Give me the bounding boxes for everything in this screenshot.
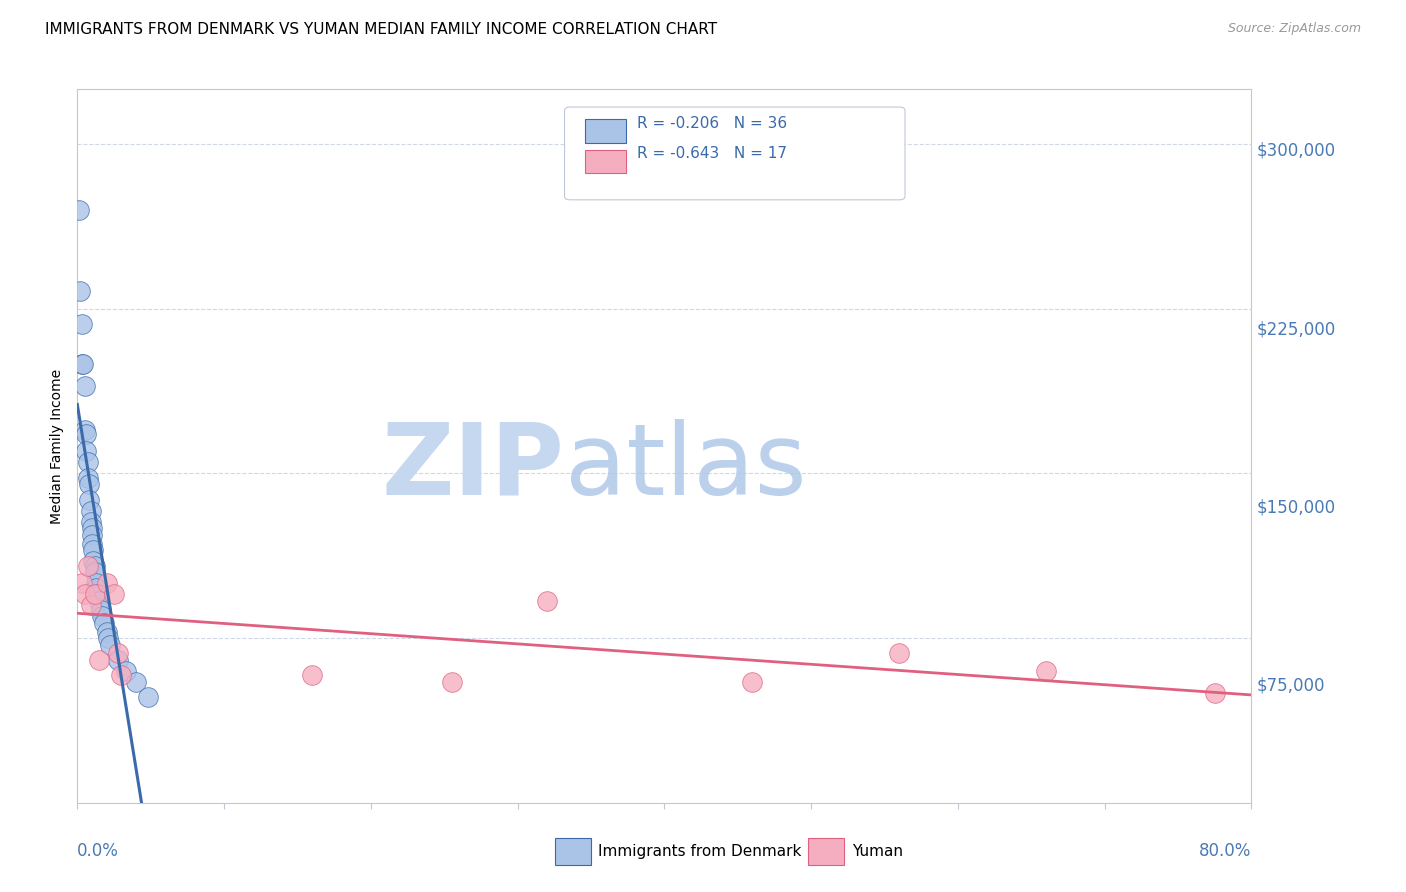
Point <box>97 631 120 645</box>
Text: atlas: atlas <box>565 419 806 516</box>
Point <box>440 675 463 690</box>
Point <box>114 664 136 678</box>
Point <box>70 357 93 371</box>
Point <box>70 576 93 591</box>
Point <box>79 504 101 518</box>
Point <box>301 668 323 682</box>
Y-axis label: Median Family Income: Median Family Income <box>51 368 65 524</box>
Point <box>1204 686 1226 700</box>
Point <box>82 543 104 558</box>
Point <box>86 576 108 591</box>
Point <box>80 537 103 551</box>
Point <box>86 581 108 595</box>
Point <box>82 554 104 568</box>
Point <box>136 690 159 705</box>
Point <box>84 558 107 573</box>
Point <box>89 653 111 667</box>
Point <box>1035 664 1057 678</box>
Point <box>90 602 112 616</box>
Point <box>76 455 98 469</box>
Point <box>107 653 129 667</box>
Point <box>125 675 148 690</box>
Text: Source: ZipAtlas.com: Source: ZipAtlas.com <box>1227 22 1361 36</box>
Point <box>889 647 911 661</box>
Point <box>80 521 103 535</box>
Text: R = -0.643   N = 17: R = -0.643 N = 17 <box>637 146 787 161</box>
Text: 0.0%: 0.0% <box>77 842 120 860</box>
Point <box>103 587 125 601</box>
Point <box>69 284 91 298</box>
Point <box>741 675 763 690</box>
Point <box>72 357 94 371</box>
Point <box>98 638 121 652</box>
Point <box>91 609 114 624</box>
Text: R = -0.206   N = 36: R = -0.206 N = 36 <box>637 116 787 131</box>
Point <box>79 598 101 612</box>
FancyBboxPatch shape <box>585 120 626 143</box>
Point <box>107 647 129 661</box>
Text: ZIP: ZIP <box>381 419 565 516</box>
Point <box>84 566 107 580</box>
Point <box>89 594 111 608</box>
Point <box>75 444 97 458</box>
Point <box>73 423 96 437</box>
Point <box>536 594 558 608</box>
Point <box>76 558 98 573</box>
Point <box>110 668 132 682</box>
Text: 80.0%: 80.0% <box>1199 842 1251 860</box>
Point <box>96 576 118 591</box>
Point <box>80 528 103 542</box>
Point <box>77 477 100 491</box>
Point <box>77 492 100 507</box>
Point <box>79 515 101 529</box>
Point <box>67 202 90 217</box>
Text: IMMIGRANTS FROM DENMARK VS YUMAN MEDIAN FAMILY INCOME CORRELATION CHART: IMMIGRANTS FROM DENMARK VS YUMAN MEDIAN … <box>45 22 717 37</box>
Point <box>93 615 115 630</box>
Point <box>96 624 118 639</box>
Point <box>70 317 93 331</box>
FancyBboxPatch shape <box>565 107 905 200</box>
Point <box>73 378 96 392</box>
Text: Immigrants from Denmark: Immigrants from Denmark <box>598 845 801 859</box>
Point <box>87 587 110 601</box>
Point <box>75 426 97 441</box>
Text: Yuman: Yuman <box>852 845 903 859</box>
FancyBboxPatch shape <box>585 150 626 173</box>
Point <box>73 587 96 601</box>
Point <box>76 471 98 485</box>
Point <box>84 587 107 601</box>
